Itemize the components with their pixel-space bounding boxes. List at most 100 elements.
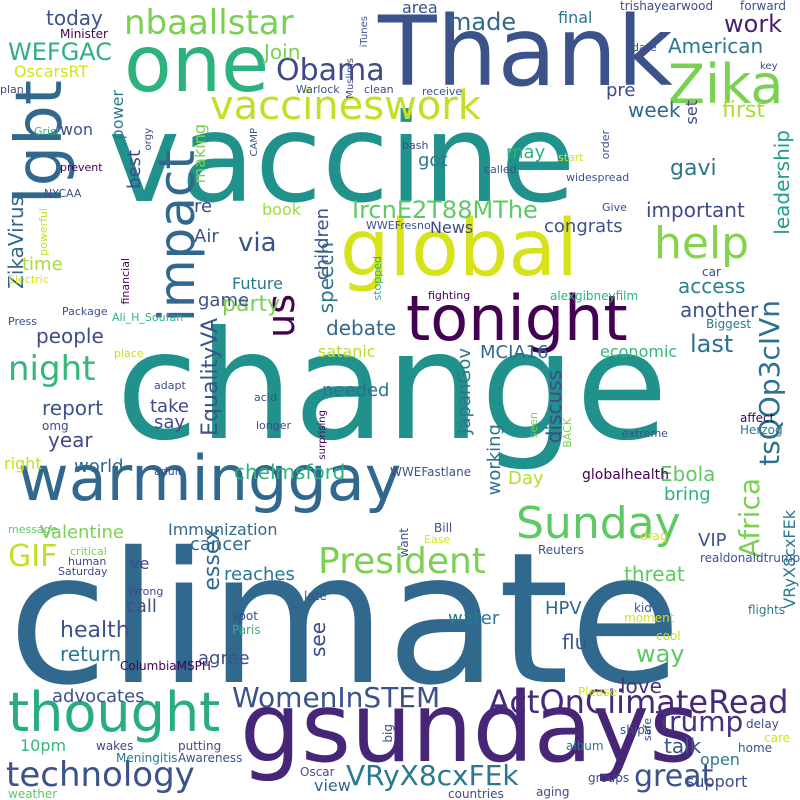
word-threat: threat (624, 562, 685, 586)
word-drag: extreme (622, 427, 668, 440)
word-best: best (124, 150, 145, 189)
word-tonight: tonight (406, 282, 628, 355)
word-receive: clean (364, 83, 394, 96)
word-grist: prevent (60, 161, 103, 174)
word-fighting: car (702, 265, 721, 279)
word-ircne2t88mthe: IrcnE2T88MThe (352, 196, 538, 224)
word-immunization: Immunization (168, 520, 278, 539)
word-ali_h_soufan: place (114, 347, 144, 360)
word-nbaallstar: nbaallstar (124, 3, 294, 43)
word-important: important (646, 198, 745, 222)
word-bill: want (397, 528, 411, 558)
word-future: Future (232, 274, 283, 293)
word-message: critical (70, 545, 107, 558)
word-game: game (198, 290, 250, 311)
word-congrats: congrats (544, 216, 623, 237)
word-minister: Minister (60, 27, 108, 41)
word-surprising: adult (154, 465, 183, 478)
word-advocates: advocates (52, 686, 145, 707)
word-clean: Warlock (296, 83, 340, 96)
word-help: help (654, 218, 750, 269)
word-book: book (262, 200, 301, 219)
word-late: Ease (424, 533, 451, 546)
word-great: great (634, 759, 714, 794)
word-widespread: order (599, 130, 612, 160)
word-called: bash (402, 139, 429, 152)
word-way: way (636, 640, 685, 668)
word-love: love (620, 674, 662, 698)
word-air: Air (194, 226, 219, 247)
word-open: open (700, 750, 740, 769)
word-global: global (340, 204, 578, 294)
word-realdonaldtrump: Reuters (538, 543, 585, 557)
word-week: week (628, 98, 681, 122)
word-nycaa: powerful (37, 208, 50, 256)
word-start: called (484, 163, 517, 176)
word-cancer: cancer (190, 534, 251, 555)
word-car: globalhealth (582, 467, 670, 483)
word-needed: needed (322, 380, 390, 401)
word-support: support (686, 772, 748, 791)
word-sunday: Sunday (516, 498, 681, 549)
word-powerful: WWEFresno (366, 219, 431, 232)
word-wakes: Meningitis (116, 751, 178, 765)
word-safe: ships (620, 723, 652, 737)
word-vaccine: vaccine (108, 88, 576, 230)
word-delay: cool (656, 629, 681, 643)
word-meningitis: Awareness (178, 751, 243, 765)
word-wwefresno: stopped (371, 256, 384, 301)
word-call: call (126, 596, 157, 617)
word-health: health (60, 618, 130, 643)
word-prevent: NYCAA (44, 187, 82, 200)
word-awareness: putting (178, 739, 222, 753)
word-az: Give (602, 201, 627, 214)
word-satanic: satanic (318, 342, 376, 361)
word-world: world (74, 456, 124, 477)
word-bash: orgy (143, 128, 154, 151)
word-warminggay: warminggay (18, 442, 402, 515)
word-water: water (448, 608, 500, 629)
word-place: adapt (154, 379, 186, 392)
word-view: view (314, 776, 351, 795)
word-wefgac: WEFGAC (8, 38, 113, 66)
word-via: via (238, 228, 277, 258)
word-please: album (566, 739, 604, 753)
word-moment: kid (634, 601, 652, 615)
word-flights: moment (624, 611, 675, 625)
word-power: power (108, 90, 127, 140)
word-chelmsford: chelmsford (234, 460, 346, 484)
word-weather: wakes (96, 739, 134, 753)
word-saturday: Wrong (128, 585, 164, 598)
word-cool: flights (748, 603, 786, 617)
word-actonclimateread: ActOnClimateRead (488, 683, 789, 721)
word-herzog: affect (740, 411, 775, 425)
word-take: take (150, 396, 189, 417)
word-thought: thought (8, 681, 221, 744)
word-obama: Obama (276, 53, 385, 88)
word-report: report (42, 396, 104, 420)
word-seen: BACK (561, 418, 574, 448)
word-order: start (558, 151, 584, 164)
word-omg: omg (42, 419, 69, 433)
word-press: Package (62, 305, 108, 318)
word-equalityva: EqualityVA (198, 318, 223, 436)
word-re: re (194, 196, 213, 217)
word-trishayearwood: trishayearwood (620, 0, 714, 13)
word-valentine: Valentine (40, 522, 124, 543)
word-technology: technology (6, 755, 195, 795)
word-children: children (312, 208, 333, 281)
word-stopped: financial (119, 258, 132, 305)
word-access: access (678, 274, 746, 298)
word-say: say (154, 412, 186, 433)
word-right: right (4, 454, 42, 473)
word-time: time (22, 254, 63, 275)
word-party: party (222, 292, 281, 317)
word-womeninstem: WomenInSTEM (232, 681, 441, 714)
word-big: safe (641, 718, 654, 742)
word-last: last (690, 330, 734, 358)
word-agree: agree (198, 648, 250, 669)
word-final: final (558, 8, 593, 27)
word-gsundays: gsundays (240, 672, 700, 784)
word-night: night (8, 349, 96, 389)
